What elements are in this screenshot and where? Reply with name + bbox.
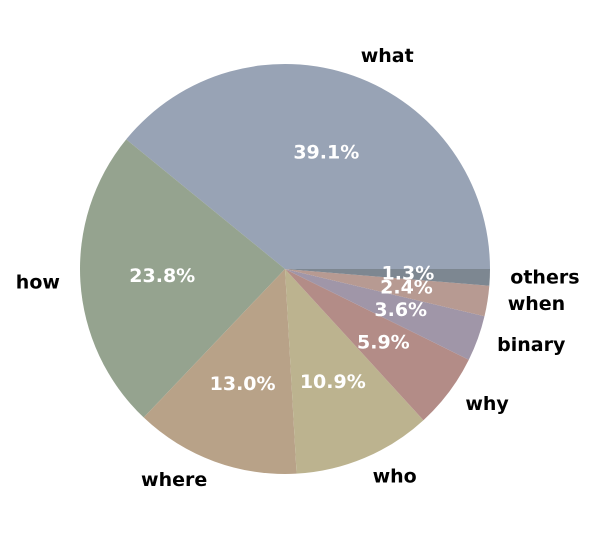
pie-slice (285, 269, 424, 474)
pie-slice (126, 63, 491, 269)
pie-slice (285, 269, 485, 360)
slice-label: binary (497, 334, 566, 356)
pie-slice (80, 139, 286, 418)
pie-slice (285, 269, 469, 421)
slice-label: how (16, 272, 60, 294)
slice-label: when (508, 293, 566, 315)
value-label: 3.6% (374, 299, 427, 321)
value-label: 5.9% (357, 331, 410, 353)
pie-slice (143, 269, 297, 474)
slice-label: others (510, 267, 579, 289)
value-label: 10.9% (300, 371, 366, 393)
slice-label: where (141, 469, 207, 491)
value-label: 2.4% (380, 277, 433, 299)
value-label: 23.8% (129, 265, 195, 287)
value-label: 13.0% (210, 373, 276, 395)
slice-label: who (373, 465, 417, 487)
pie-slice (285, 269, 490, 317)
pie-slice (285, 269, 490, 286)
value-label: 39.1% (293, 142, 359, 164)
slice-label: what (361, 45, 414, 67)
value-label: 1.3% (382, 263, 435, 285)
slice-label: why (465, 393, 509, 415)
